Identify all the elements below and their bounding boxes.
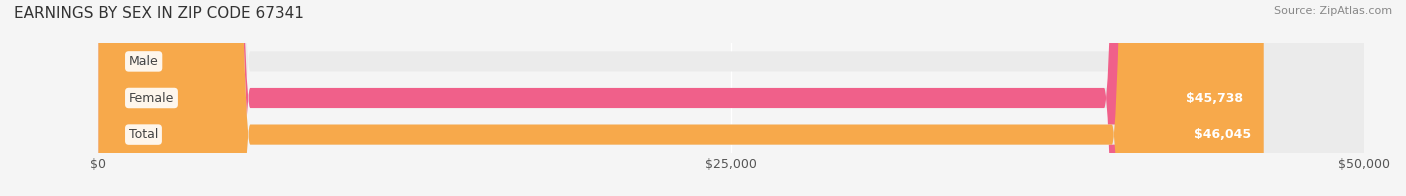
- Text: $46,045: $46,045: [1194, 128, 1251, 141]
- FancyBboxPatch shape: [98, 0, 1364, 196]
- Text: Female: Female: [129, 92, 174, 104]
- Text: EARNINGS BY SEX IN ZIP CODE 67341: EARNINGS BY SEX IN ZIP CODE 67341: [14, 6, 304, 21]
- Text: $45,738: $45,738: [1187, 92, 1243, 104]
- FancyBboxPatch shape: [98, 0, 1256, 196]
- FancyBboxPatch shape: [98, 0, 1364, 196]
- Text: Male: Male: [129, 55, 159, 68]
- Text: $0: $0: [136, 55, 152, 68]
- FancyBboxPatch shape: [98, 0, 1264, 196]
- Text: Total: Total: [129, 128, 157, 141]
- FancyBboxPatch shape: [98, 0, 1364, 196]
- Text: Source: ZipAtlas.com: Source: ZipAtlas.com: [1274, 6, 1392, 16]
